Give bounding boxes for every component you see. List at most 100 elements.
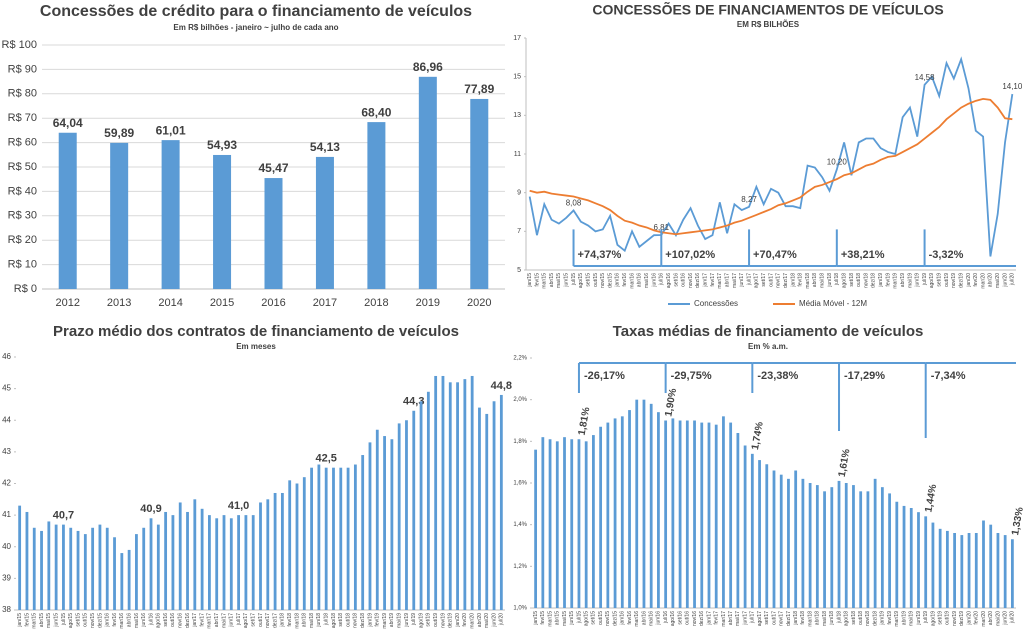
- x-tick-label: out/18: [856, 273, 862, 287]
- bar: [127, 549, 131, 610]
- chart-subtitle: Em meses: [236, 342, 276, 351]
- bar: [470, 375, 474, 610]
- annotation: -23,38%: [757, 370, 798, 382]
- x-tick-label: out/17: [258, 613, 264, 627]
- x-tick-label: abr/20: [477, 613, 483, 627]
- bar: [91, 527, 95, 610]
- bar: [873, 478, 877, 608]
- bar: [295, 483, 299, 610]
- x-tick-label: jan/19: [367, 613, 373, 628]
- x-tick-label: jun/20: [1002, 273, 1008, 288]
- x-tick-label: jan/17: [706, 611, 712, 626]
- bar: [974, 533, 978, 608]
- bar: [47, 521, 51, 610]
- x-tick-label: dez/18: [360, 613, 366, 628]
- x-tick-label: jan/16: [615, 273, 621, 288]
- x-tick-label: dez/17: [786, 611, 792, 626]
- bar: [98, 524, 102, 610]
- bar: [830, 487, 834, 608]
- bar: [599, 426, 603, 608]
- x-tick-label: nov/18: [865, 611, 871, 626]
- bar: [478, 407, 481, 610]
- bar: [280, 492, 284, 610]
- bar: [405, 420, 408, 610]
- x-tick-label: abr/20: [988, 611, 994, 625]
- bar: [592, 435, 595, 608]
- x-tick-label: nov/16: [178, 613, 184, 628]
- x-tick-label: jun/17: [742, 611, 748, 626]
- x-tick-label: jun/15: [569, 611, 575, 626]
- x-tick-label: set/19: [937, 273, 943, 287]
- x-tick-label: set/15: [585, 273, 591, 287]
- annotation: +74,37%: [578, 249, 622, 261]
- annotation: -26,17%: [584, 370, 625, 382]
- y-tick-label: 15: [513, 74, 521, 81]
- x-tick-label: mai/15: [556, 273, 562, 288]
- x-tick-label: nov/19: [440, 613, 446, 628]
- x-tick-label: abr/15: [39, 613, 45, 627]
- x-tick-label: dez/19: [958, 273, 964, 288]
- bar: [186, 511, 189, 610]
- x-tick-label: jul/18: [324, 613, 330, 626]
- x-tick-label: mar/20: [469, 613, 475, 629]
- x-tick-label: 2013: [107, 297, 131, 309]
- x-tick-label: abr/18: [815, 611, 821, 625]
- x-tick-label: dez/15: [607, 273, 613, 288]
- x-tick-label: nov/17: [776, 273, 782, 288]
- y-tick-label: R$ 50: [8, 161, 37, 173]
- bar: [570, 439, 574, 608]
- bar: [960, 535, 964, 608]
- x-tick-label: jun/16: [656, 611, 662, 626]
- data-label: 40,9: [140, 503, 161, 515]
- data-label: 77,89: [464, 82, 494, 96]
- y-tick-label: R$ 30: [8, 210, 37, 222]
- bar: [193, 499, 197, 610]
- x-tick-label: mar/15: [547, 611, 553, 627]
- x-tick-label: mai/17: [735, 611, 741, 626]
- x-tick-label: mai/20: [484, 613, 490, 628]
- bar: [801, 478, 805, 608]
- x-tick-label: jul/17: [750, 611, 756, 624]
- x-tick-label: fev/17: [714, 611, 720, 625]
- y-tick-label: 5: [517, 267, 521, 274]
- x-tick-label: fev/15: [540, 611, 546, 625]
- bar: [657, 412, 660, 608]
- bar: [794, 470, 798, 608]
- x-tick-label: abr/18: [812, 273, 818, 287]
- y-tick-label: 38: [2, 605, 11, 614]
- x-tick-label: dez/18: [872, 611, 878, 626]
- x-tick-label: mai/19: [909, 611, 915, 626]
- x-tick-label: set/15: [75, 613, 81, 627]
- line-series: [528, 56, 1014, 257]
- x-tick-label: mar/17: [717, 273, 723, 289]
- x-tick-label: fev/15: [534, 273, 540, 287]
- x-tick-label: dez/18: [871, 273, 877, 288]
- x-tick-label: jun/20: [491, 613, 497, 628]
- x-tick-label: mai/15: [562, 611, 568, 626]
- y-tick-label: 44: [2, 415, 11, 424]
- x-tick-label: set/17: [761, 273, 767, 287]
- x-tick-label: abr/17: [724, 273, 730, 287]
- bar: [113, 537, 116, 610]
- x-tick-label: mar/19: [382, 613, 388, 629]
- x-tick-label: jan/20: [966, 611, 972, 626]
- x-tick-label: fev/19: [375, 613, 381, 627]
- bar: [83, 534, 87, 610]
- y-tick-label: 13: [513, 112, 521, 119]
- x-tick-label: jul/18: [836, 611, 842, 624]
- x-tick-label: abr/19: [901, 611, 907, 625]
- x-tick-label: abr/18: [302, 613, 308, 627]
- x-tick-label: set/19: [937, 611, 943, 625]
- x-tick-label: mai/16: [134, 613, 140, 628]
- y-tick-label: R$ 90: [8, 63, 37, 75]
- bar: [967, 533, 971, 608]
- x-tick-label: dez/16: [695, 273, 701, 288]
- x-tick-label: out/15: [598, 611, 604, 625]
- data-label: 8,08: [566, 199, 582, 208]
- bar: [367, 122, 386, 289]
- data-label: 41,0: [228, 500, 249, 512]
- bar: [229, 518, 233, 610]
- x-tick-label: fev/17: [199, 613, 205, 627]
- bar: [418, 76, 437, 289]
- bar: [996, 533, 1000, 608]
